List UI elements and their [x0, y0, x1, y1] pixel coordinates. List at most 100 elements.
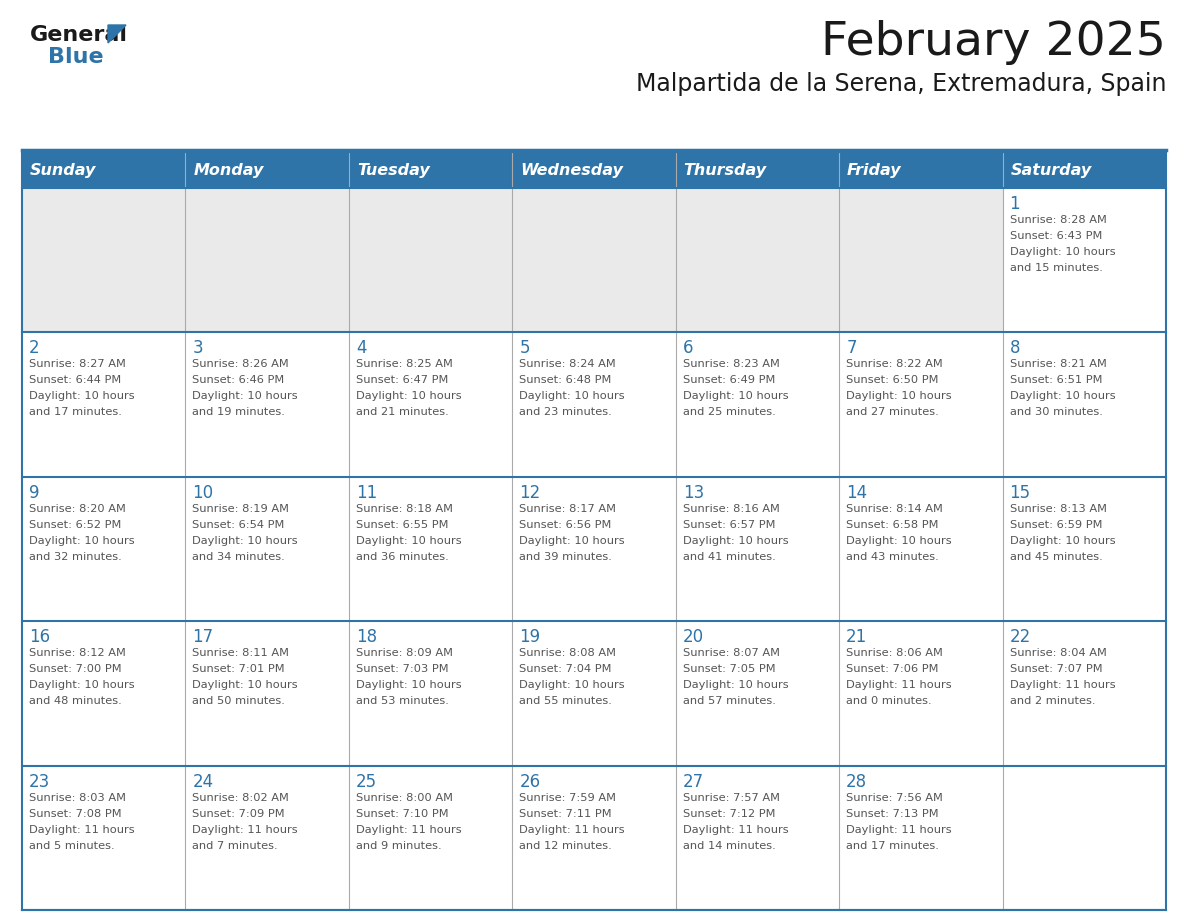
Bar [185, 621, 349, 766]
Text: and 36 minutes.: and 36 minutes. [356, 552, 449, 562]
Text: Sunset: 6:57 PM: Sunset: 6:57 PM [683, 520, 776, 530]
Text: 18: 18 [356, 628, 377, 646]
Bar [839, 766, 1003, 910]
Text: Sunrise: 8:22 AM: Sunrise: 8:22 AM [846, 360, 943, 369]
Text: Daylight: 10 hours: Daylight: 10 hours [29, 536, 134, 546]
Text: Sunset: 7:10 PM: Sunset: 7:10 PM [356, 809, 449, 819]
Text: Sunrise: 8:03 AM: Sunrise: 8:03 AM [29, 792, 126, 802]
Bar [349, 332, 512, 476]
Bar [512, 621, 676, 766]
Text: Sunrise: 8:17 AM: Sunrise: 8:17 AM [519, 504, 617, 514]
Text: Sunrise: 7:57 AM: Sunrise: 7:57 AM [683, 792, 779, 802]
Bar [185, 188, 349, 332]
Text: Sunset: 7:13 PM: Sunset: 7:13 PM [846, 809, 939, 819]
Text: Sunset: 6:58 PM: Sunset: 6:58 PM [846, 520, 939, 530]
Bar [23, 476, 185, 621]
Text: Sunset: 7:00 PM: Sunset: 7:00 PM [29, 665, 121, 674]
Text: 19: 19 [519, 628, 541, 646]
Text: Malpartida de la Serena, Extremadura, Spain: Malpartida de la Serena, Extremadura, Sp… [636, 72, 1165, 96]
Text: Sunset: 6:49 PM: Sunset: 6:49 PM [683, 375, 775, 386]
Text: 26: 26 [519, 773, 541, 790]
Text: Sunrise: 8:19 AM: Sunrise: 8:19 AM [192, 504, 290, 514]
Bar [676, 188, 839, 332]
Bar [512, 152, 676, 188]
Text: and 19 minutes.: and 19 minutes. [192, 408, 285, 418]
Text: Daylight: 10 hours: Daylight: 10 hours [356, 680, 461, 690]
Text: Sunrise: 8:28 AM: Sunrise: 8:28 AM [1010, 215, 1106, 225]
Text: and 14 minutes.: and 14 minutes. [683, 841, 776, 851]
Text: Sunset: 6:54 PM: Sunset: 6:54 PM [192, 520, 285, 530]
Text: 3: 3 [192, 340, 203, 357]
Text: Sunrise: 8:18 AM: Sunrise: 8:18 AM [356, 504, 453, 514]
Bar [1003, 476, 1165, 621]
Bar [23, 152, 185, 188]
Bar [1003, 152, 1165, 188]
Text: Sunday: Sunday [30, 163, 96, 178]
Text: Saturday: Saturday [1011, 163, 1092, 178]
Text: Sunrise: 8:25 AM: Sunrise: 8:25 AM [356, 360, 453, 369]
Text: and 5 minutes.: and 5 minutes. [29, 841, 114, 851]
Bar [676, 476, 839, 621]
Text: Daylight: 10 hours: Daylight: 10 hours [683, 680, 789, 690]
Text: 6: 6 [683, 340, 694, 357]
Text: Sunset: 7:12 PM: Sunset: 7:12 PM [683, 809, 776, 819]
Text: Sunset: 7:05 PM: Sunset: 7:05 PM [683, 665, 776, 674]
Text: Daylight: 10 hours: Daylight: 10 hours [683, 391, 789, 401]
Bar [1003, 332, 1165, 476]
Bar [185, 152, 349, 188]
Text: 2: 2 [29, 340, 39, 357]
Bar [839, 188, 1003, 332]
Text: and 9 minutes.: and 9 minutes. [356, 841, 442, 851]
Text: Daylight: 10 hours: Daylight: 10 hours [1010, 391, 1116, 401]
Text: 4: 4 [356, 340, 366, 357]
Text: Daylight: 11 hours: Daylight: 11 hours [29, 824, 134, 834]
Text: Sunrise: 8:08 AM: Sunrise: 8:08 AM [519, 648, 617, 658]
Text: 12: 12 [519, 484, 541, 502]
Text: 11: 11 [356, 484, 377, 502]
Text: and 2 minutes.: and 2 minutes. [1010, 696, 1095, 706]
Text: Daylight: 10 hours: Daylight: 10 hours [356, 536, 461, 546]
Bar [676, 152, 839, 188]
Bar [839, 152, 1003, 188]
Text: Sunset: 7:11 PM: Sunset: 7:11 PM [519, 809, 612, 819]
Text: Sunset: 7:04 PM: Sunset: 7:04 PM [519, 665, 612, 674]
Text: and 48 minutes.: and 48 minutes. [29, 696, 121, 706]
Text: 27: 27 [683, 773, 703, 790]
Text: and 27 minutes.: and 27 minutes. [846, 408, 939, 418]
Bar [1003, 766, 1165, 910]
Text: Sunset: 6:52 PM: Sunset: 6:52 PM [29, 520, 121, 530]
Text: Sunrise: 7:56 AM: Sunrise: 7:56 AM [846, 792, 943, 802]
Text: Sunset: 6:51 PM: Sunset: 6:51 PM [1010, 375, 1102, 386]
Text: 21: 21 [846, 628, 867, 646]
Text: Daylight: 11 hours: Daylight: 11 hours [1010, 680, 1116, 690]
Polygon shape [108, 25, 126, 43]
Text: Sunrise: 8:13 AM: Sunrise: 8:13 AM [1010, 504, 1106, 514]
Text: Daylight: 11 hours: Daylight: 11 hours [519, 824, 625, 834]
Text: and 32 minutes.: and 32 minutes. [29, 552, 121, 562]
Text: and 55 minutes.: and 55 minutes. [519, 696, 612, 706]
Text: Daylight: 10 hours: Daylight: 10 hours [29, 680, 134, 690]
Text: 16: 16 [29, 628, 50, 646]
Bar [349, 621, 512, 766]
Text: Sunrise: 8:11 AM: Sunrise: 8:11 AM [192, 648, 290, 658]
Text: Sunset: 6:46 PM: Sunset: 6:46 PM [192, 375, 285, 386]
Bar [185, 766, 349, 910]
Text: Wednesday: Wednesday [520, 163, 624, 178]
Text: Sunset: 7:09 PM: Sunset: 7:09 PM [192, 809, 285, 819]
Text: and 43 minutes.: and 43 minutes. [846, 552, 939, 562]
Text: 23: 23 [29, 773, 50, 790]
Text: 13: 13 [683, 484, 704, 502]
Text: and 12 minutes.: and 12 minutes. [519, 841, 612, 851]
Text: 14: 14 [846, 484, 867, 502]
Bar [185, 332, 349, 476]
Text: and 23 minutes.: and 23 minutes. [519, 408, 612, 418]
Text: Sunset: 7:03 PM: Sunset: 7:03 PM [356, 665, 449, 674]
Text: and 30 minutes.: and 30 minutes. [1010, 408, 1102, 418]
Text: Daylight: 10 hours: Daylight: 10 hours [29, 391, 134, 401]
Bar [349, 766, 512, 910]
Text: 8: 8 [1010, 340, 1020, 357]
Bar [676, 621, 839, 766]
Text: Daylight: 10 hours: Daylight: 10 hours [519, 391, 625, 401]
Text: and 15 minutes.: and 15 minutes. [1010, 263, 1102, 273]
Text: Daylight: 11 hours: Daylight: 11 hours [192, 824, 298, 834]
